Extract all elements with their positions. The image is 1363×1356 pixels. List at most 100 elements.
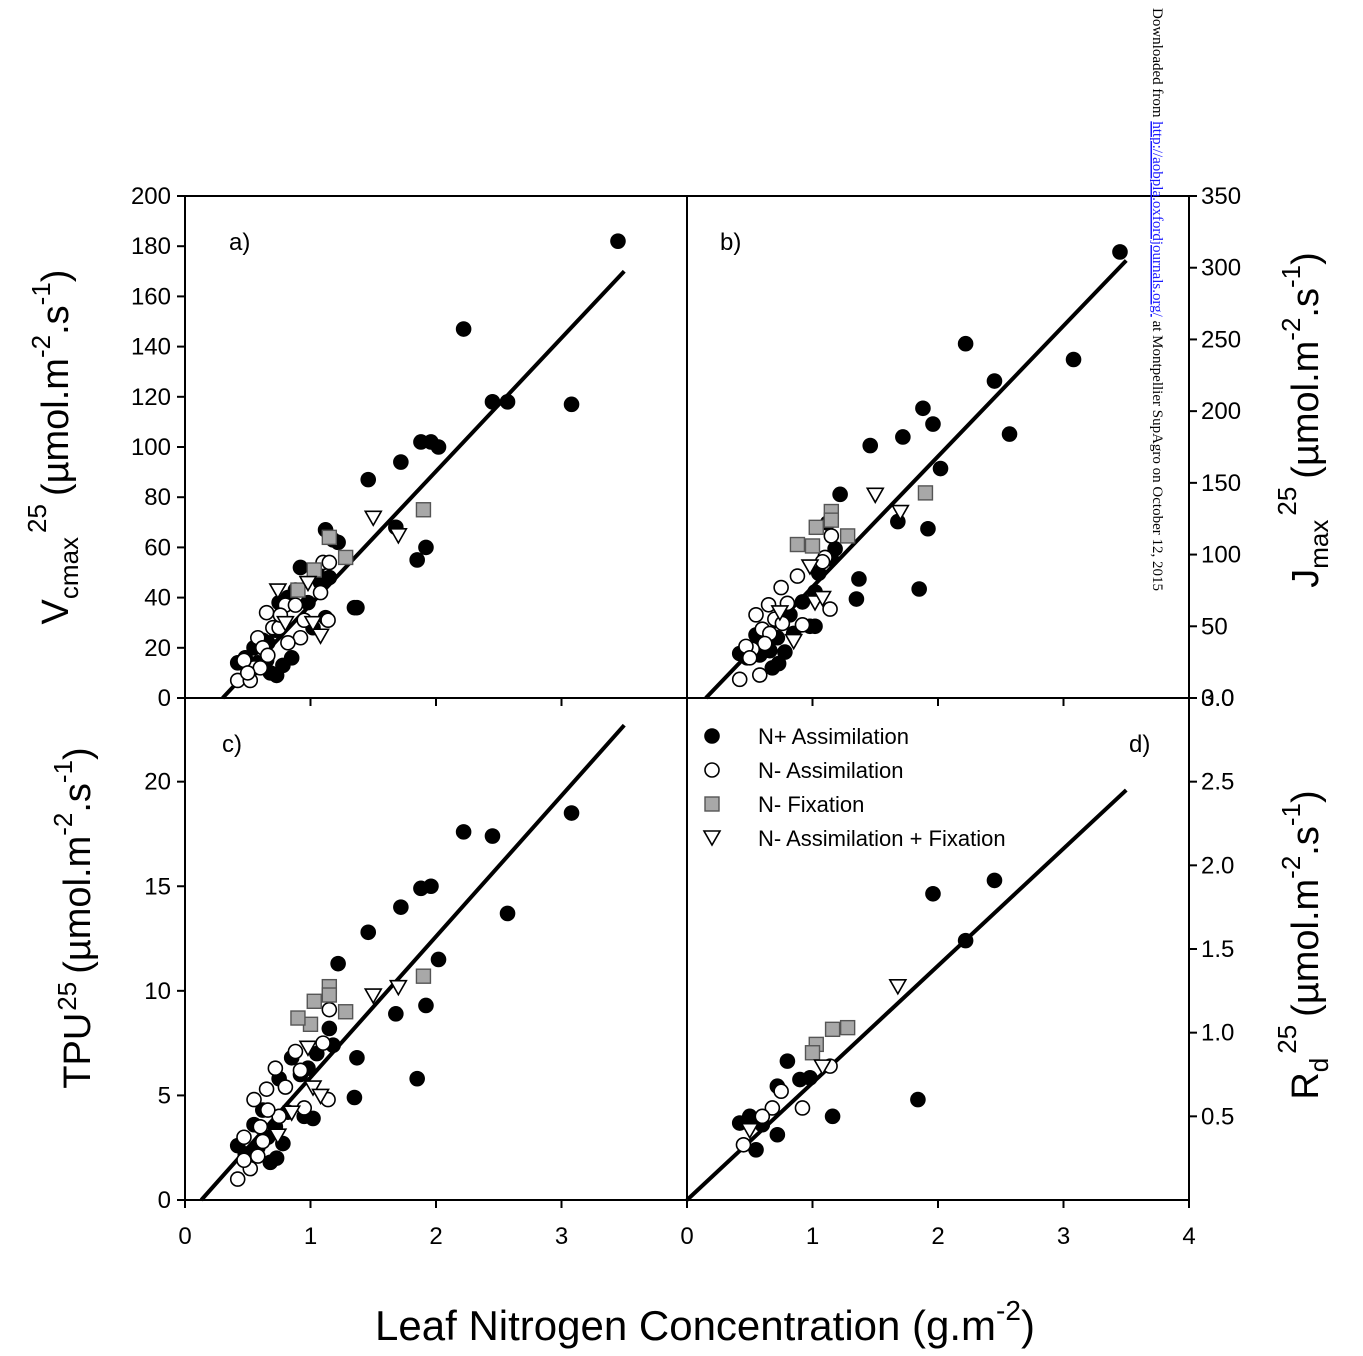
point-nplus-a <box>418 539 434 556</box>
point-both-b <box>784 633 804 651</box>
point-nminus-c <box>252 1118 269 1135</box>
point-fix-b <box>917 485 934 501</box>
point-nminus-b <box>748 607 764 623</box>
y-tick-label-a: 20 <box>144 635 171 662</box>
point-nplus-a <box>283 650 300 666</box>
point-nminus-c <box>315 1035 331 1051</box>
point-fix-b <box>839 528 856 544</box>
point-nminus-c <box>236 1152 252 1169</box>
x-tick-label-d: 2 <box>931 1223 944 1250</box>
x-tick-label-c: 0 <box>178 1223 191 1250</box>
point-nplus-b <box>925 416 941 432</box>
y-tick-label-a: 160 <box>131 283 171 310</box>
point-nminus-b <box>822 601 838 617</box>
point-nminus-a <box>287 597 304 613</box>
y-tick-label-d: 1.0 <box>1201 1020 1234 1047</box>
point-nminus-d <box>754 1108 771 1125</box>
y-tick-label-b: 350 <box>1201 183 1241 210</box>
point-both-c <box>298 1040 318 1057</box>
point-fix-a <box>290 582 306 598</box>
point-nminus-c <box>255 1133 271 1150</box>
point-both-b <box>813 590 832 608</box>
point-nplus-a <box>610 233 626 249</box>
y-axis-title-b: Jmax25(µmol.m-2.s-1) <box>1272 252 1334 588</box>
y-axis-title-c: TPU25(µmol.m-2.s-1) <box>48 747 99 1088</box>
y-tick-label-c: 0 <box>158 1187 171 1214</box>
point-nplus-d <box>986 872 1003 889</box>
point-nplus-b <box>911 581 927 597</box>
x-tick-label-c: 3 <box>555 1223 568 1250</box>
point-nplus-b <box>764 660 781 676</box>
point-nplus-c <box>423 878 439 895</box>
point-nplus-a <box>292 559 309 576</box>
point-fix-c <box>415 968 432 984</box>
y-axis-title-d: Rd25(µmol.m-2.s-1) <box>1272 790 1334 1099</box>
point-nplus-b <box>932 460 949 477</box>
point-nplus-b <box>986 373 1003 389</box>
y-tick-label-a: 40 <box>144 585 171 612</box>
download-watermark: Downloaded from http://aobpla.oxfordjour… <box>1149 8 1165 591</box>
x-tick-label-d: 4 <box>1182 1223 1195 1250</box>
legend-label-fix: N- Fixation <box>758 792 864 817</box>
point-nplus-c <box>360 924 377 941</box>
point-fix-d <box>804 1045 821 1061</box>
point-nplus-a <box>499 394 516 410</box>
legend-label-both: N- Assimilation + Fixation <box>758 826 1006 851</box>
point-nplus-b <box>895 429 911 445</box>
point-nplus-c <box>430 951 447 968</box>
point-fix-b <box>804 538 821 554</box>
point-nminus-b <box>731 671 748 688</box>
panel-label-a: a) <box>229 229 250 256</box>
point-nminus-c <box>249 1148 266 1164</box>
panel-label-b: b) <box>720 229 741 256</box>
point-fix-b <box>808 519 824 536</box>
point-nplus-a <box>349 599 365 616</box>
point-both-c <box>303 1080 323 1097</box>
y-tick-label-b: 250 <box>1201 326 1241 353</box>
data-points <box>229 233 1128 1187</box>
point-both-a <box>298 575 318 593</box>
point-nplus-a <box>430 439 447 455</box>
point-nplus-c <box>409 1070 425 1087</box>
point-nplus-a <box>563 396 580 413</box>
point-nminus-d <box>773 1083 789 1100</box>
point-nplus-b <box>794 594 811 610</box>
point-nminus-a <box>320 612 336 628</box>
point-nplus-b <box>957 335 974 352</box>
point-fix-a <box>321 529 338 546</box>
point-nplus-c <box>418 997 434 1014</box>
y-tick-label-b: 50 <box>1201 613 1228 640</box>
point-fix-c <box>290 1010 306 1026</box>
point-nminus-c <box>246 1091 262 1108</box>
point-nplus-c <box>321 1020 338 1037</box>
y-tick-label-a: 120 <box>131 384 171 411</box>
point-nplus-b <box>851 571 867 587</box>
point-both-c <box>388 979 408 997</box>
point-fix-c <box>306 993 322 1009</box>
point-nplus-d <box>824 1108 841 1125</box>
y-tick-label-a: 180 <box>131 233 171 260</box>
y-tick-label-d: 0.5 <box>1201 1103 1234 1130</box>
point-nplus-c <box>393 899 409 915</box>
point-nplus-a <box>393 454 409 470</box>
point-nplus-b <box>848 591 865 607</box>
y-tick-label-a: 60 <box>144 534 171 561</box>
point-nminus-b <box>757 635 773 652</box>
y-tick-label-c: 10 <box>144 978 171 1005</box>
point-nminus-c <box>287 1043 304 1060</box>
point-both-b <box>800 559 820 576</box>
point-nplus-c <box>455 824 472 840</box>
point-both-c <box>282 1105 302 1122</box>
y-tick-label-a: 100 <box>131 434 171 461</box>
point-both-c <box>268 1128 288 1145</box>
point-nplus-b <box>862 437 879 454</box>
point-nplus-b <box>1001 426 1018 442</box>
y-tick-label-d: 2.5 <box>1201 769 1234 796</box>
axis-ticks: 0204060801001201401601802000.05010015020… <box>131 183 1241 1250</box>
point-nminus-a <box>239 665 256 681</box>
point-nminus-b <box>794 617 811 633</box>
y-axis-title-a: Vcmax25(µmol.m-2.s-1) <box>22 270 84 625</box>
point-nplus-c <box>349 1049 365 1066</box>
point-nplus-b <box>1065 351 1082 368</box>
